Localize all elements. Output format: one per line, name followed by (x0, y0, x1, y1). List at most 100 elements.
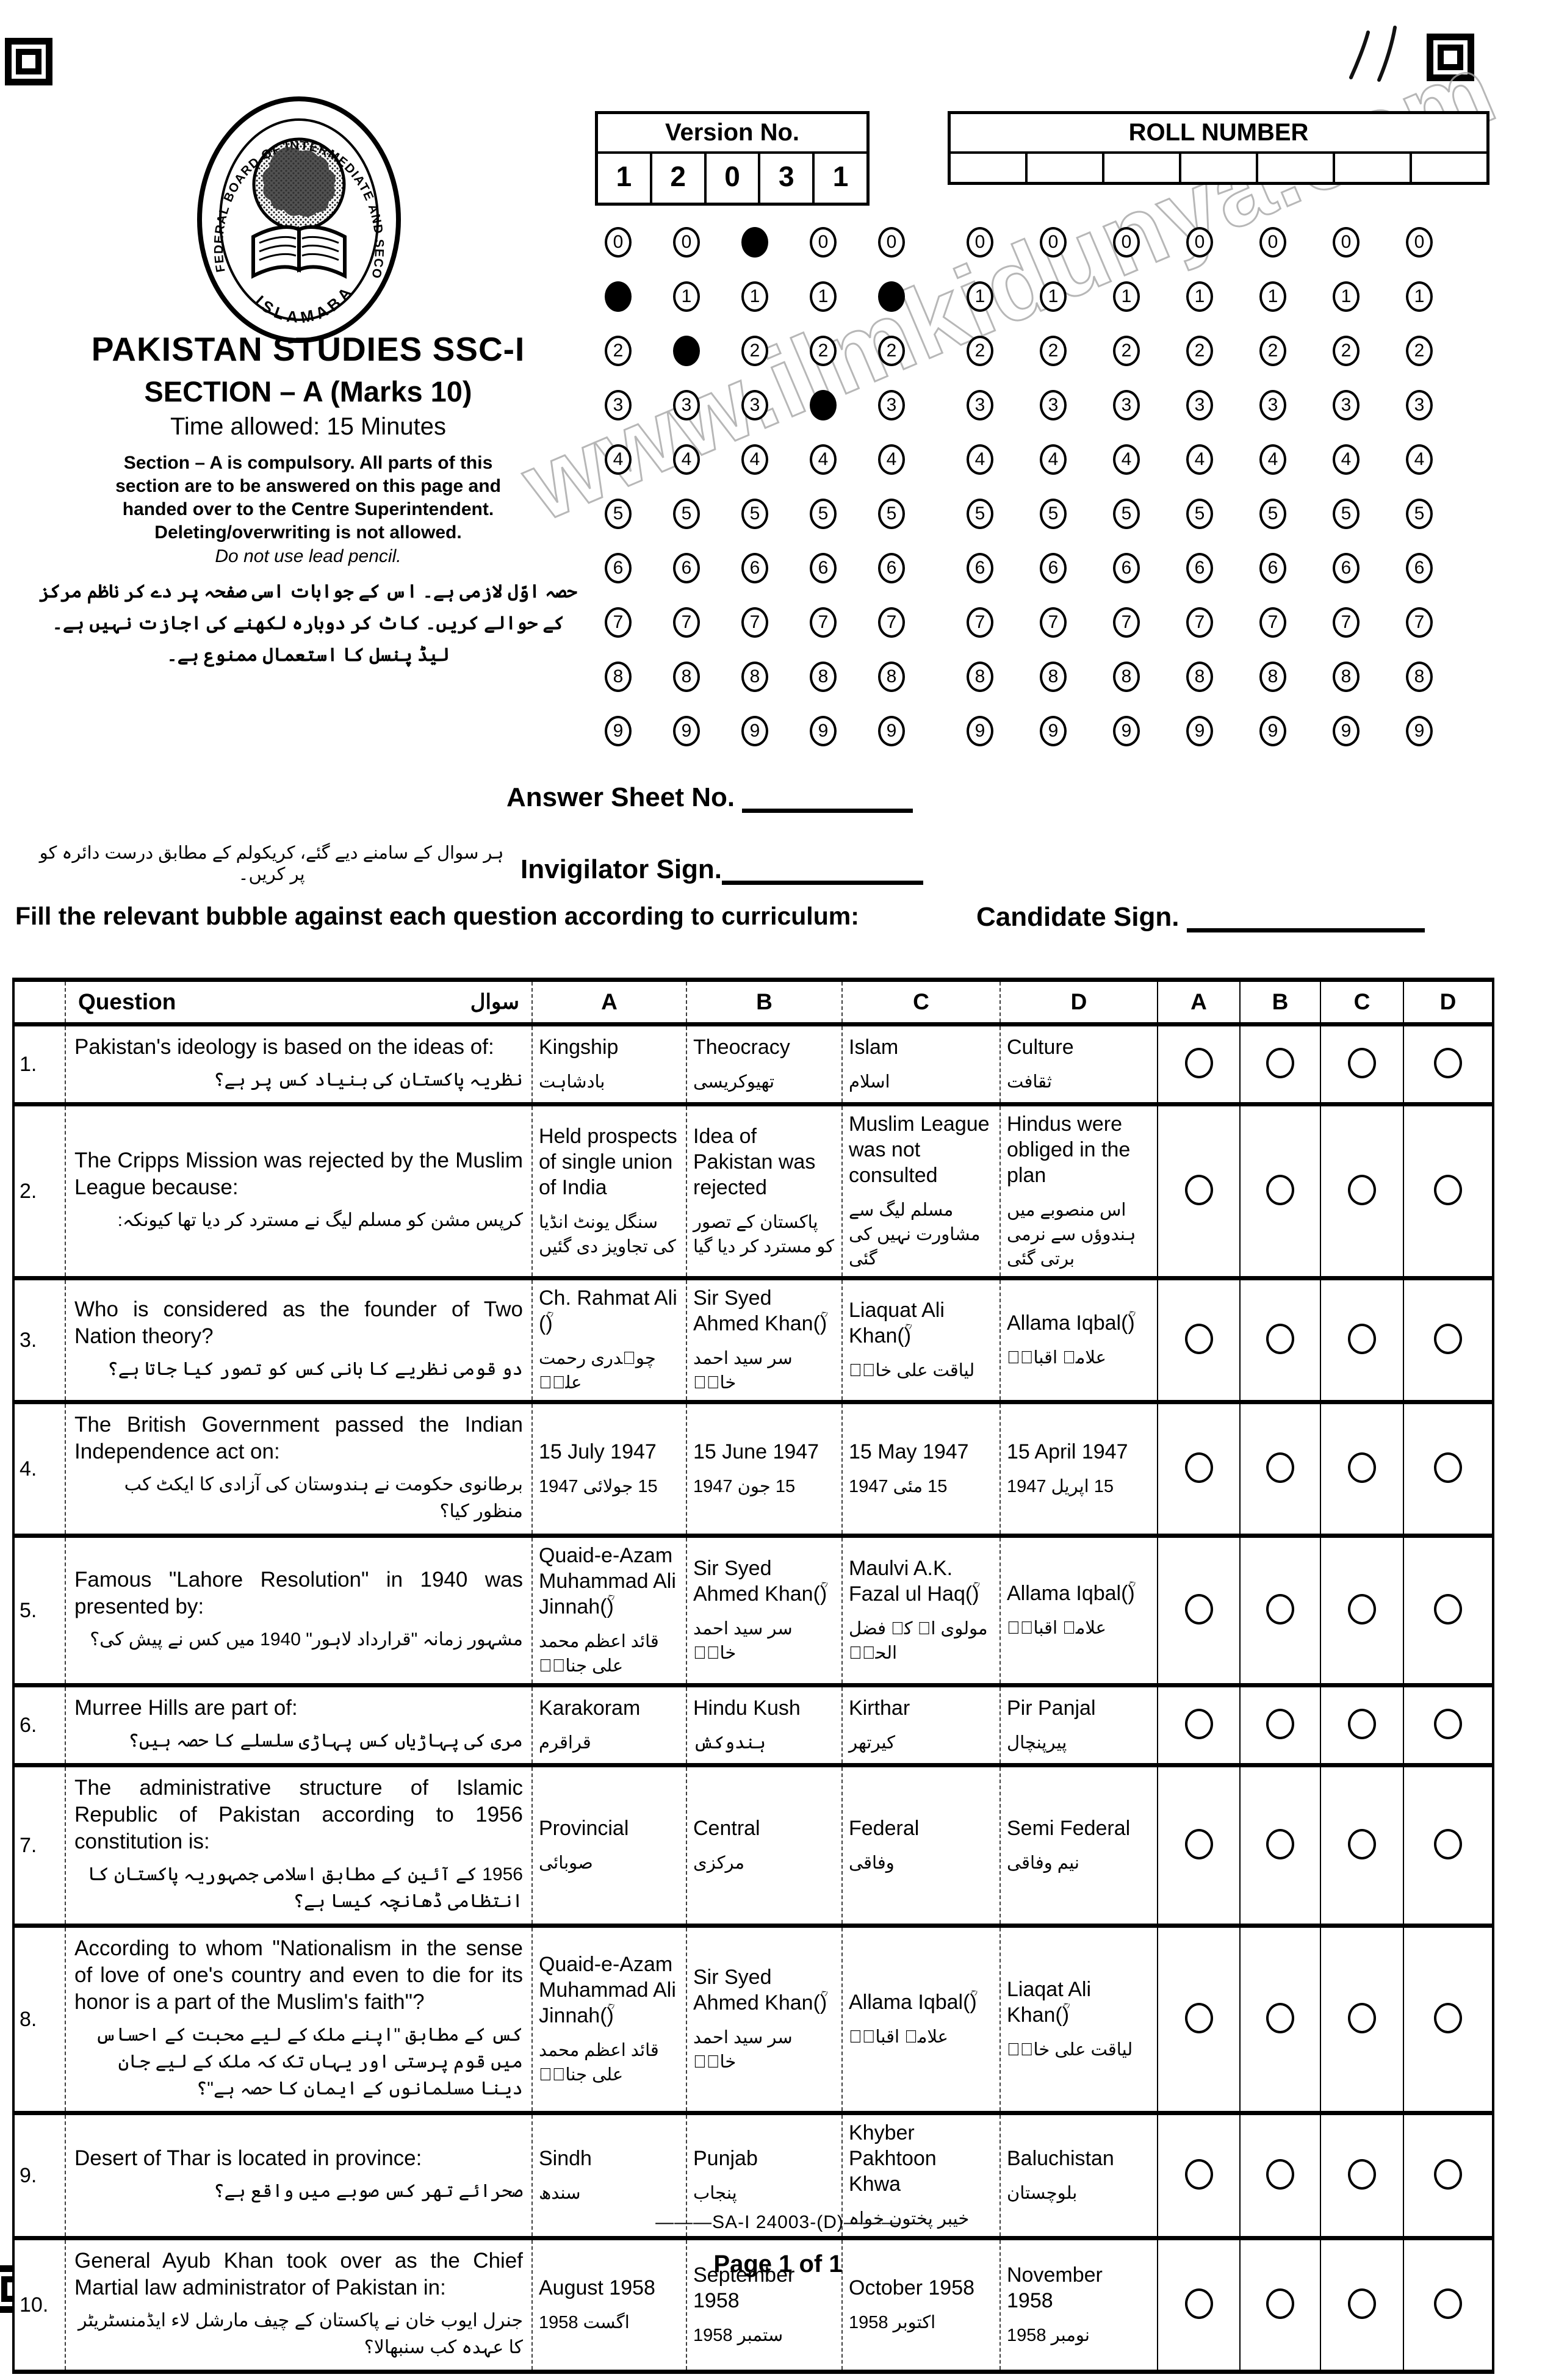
roll-bubble-col6-digit-6[interactable]: 6 (1333, 552, 1360, 583)
answer-bubble-C[interactable] (1348, 1708, 1376, 1739)
roll-bubble-col3-digit-6[interactable]: 6 (1113, 552, 1140, 583)
roll-bubble-col7-digit-9[interactable]: 9 (1406, 715, 1433, 746)
version-bubble-col3-digit-2[interactable]: 2 (741, 335, 768, 366)
roll-bubble-col5-digit-3[interactable]: 3 (1259, 389, 1286, 420)
answer-bubble-D[interactable] (1434, 2002, 1462, 2033)
roll-digit-box-2[interactable] (1028, 154, 1104, 182)
version-bubble-col2-digit-3[interactable]: 3 (673, 389, 700, 420)
roll-bubble-col6-digit-5[interactable]: 5 (1333, 498, 1360, 529)
roll-bubble-col2-digit-4[interactable]: 4 (1040, 444, 1067, 475)
version-bubble-col5-digit-1[interactable]: 1 (878, 281, 905, 312)
invigilator-sign-field[interactable] (722, 860, 924, 885)
version-bubble-col1-digit-4[interactable]: 4 (605, 444, 632, 475)
version-bubble-col1-digit-0[interactable]: 0 (605, 226, 632, 258)
roll-bubble-col4-digit-7[interactable]: 7 (1186, 607, 1213, 638)
version-bubble-col2-digit-9[interactable]: 9 (673, 715, 700, 746)
answer-bubble-C[interactable] (1348, 1174, 1376, 1205)
version-bubble-col1-digit-6[interactable]: 6 (605, 552, 632, 583)
roll-bubble-col2-digit-2[interactable]: 2 (1040, 335, 1067, 366)
version-bubble-col4-digit-4[interactable]: 4 (810, 444, 837, 475)
version-bubble-col4-digit-7[interactable]: 7 (810, 607, 837, 638)
roll-bubble-col5-digit-5[interactable]: 5 (1259, 498, 1286, 529)
roll-bubble-col2-digit-0[interactable]: 0 (1040, 226, 1067, 258)
roll-bubble-col5-digit-2[interactable]: 2 (1259, 335, 1286, 366)
version-bubble-col3-digit-5[interactable]: 5 (741, 498, 768, 529)
roll-bubble-col3-digit-2[interactable]: 2 (1113, 335, 1140, 366)
version-bubble-col4-digit-9[interactable]: 9 (810, 715, 837, 746)
answer-bubble-A[interactable] (1184, 1323, 1213, 1354)
roll-bubble-col3-digit-8[interactable]: 8 (1113, 661, 1140, 692)
roll-bubble-col1-digit-0[interactable]: 0 (967, 226, 993, 258)
roll-bubble-col3-digit-9[interactable]: 9 (1113, 715, 1140, 746)
version-bubble-col1-digit-7[interactable]: 7 (605, 607, 632, 638)
answer-bubble-D[interactable] (1434, 1452, 1462, 1483)
roll-bubble-col1-digit-7[interactable]: 7 (967, 607, 993, 638)
roll-bubble-col7-digit-2[interactable]: 2 (1406, 335, 1433, 366)
version-bubble-col2-digit-5[interactable]: 5 (673, 498, 700, 529)
version-bubble-col5-digit-7[interactable]: 7 (878, 607, 905, 638)
roll-bubble-col5-digit-1[interactable]: 1 (1259, 281, 1286, 312)
roll-bubble-col4-digit-3[interactable]: 3 (1186, 389, 1213, 420)
answer-bubble-D[interactable] (1434, 1708, 1462, 1739)
answer-bubble-C[interactable] (1348, 1323, 1376, 1354)
roll-bubble-col6-digit-0[interactable]: 0 (1333, 226, 1360, 258)
roll-bubble-col4-digit-5[interactable]: 5 (1186, 498, 1213, 529)
roll-bubble-col6-digit-7[interactable]: 7 (1333, 607, 1360, 638)
version-bubble-col5-digit-8[interactable]: 8 (878, 661, 905, 692)
roll-bubble-col5-digit-0[interactable]: 0 (1259, 226, 1286, 258)
roll-bubble-col2-digit-6[interactable]: 6 (1040, 552, 1067, 583)
roll-bubble-col4-digit-2[interactable]: 2 (1186, 335, 1213, 366)
answer-bubble-A[interactable] (1184, 1174, 1213, 1205)
answer-bubble-D[interactable] (1434, 2288, 1462, 2319)
answer-bubble-B[interactable] (1266, 2288, 1294, 2319)
roll-digit-box-7[interactable] (1412, 154, 1486, 182)
version-bubble-col5-digit-5[interactable]: 5 (878, 498, 905, 529)
roll-bubble-col4-digit-9[interactable]: 9 (1186, 715, 1213, 746)
version-bubble-col3-digit-3[interactable]: 3 (741, 389, 768, 420)
roll-bubble-col2-digit-9[interactable]: 9 (1040, 715, 1067, 746)
version-bubble-col2-digit-8[interactable]: 8 (673, 661, 700, 692)
version-bubble-col4-digit-2[interactable]: 2 (810, 335, 837, 366)
roll-bubble-col7-digit-0[interactable]: 0 (1406, 226, 1433, 258)
roll-digit-box-6[interactable] (1335, 154, 1412, 182)
answer-sheet-no-field[interactable] (742, 788, 913, 813)
roll-bubble-col5-digit-9[interactable]: 9 (1259, 715, 1286, 746)
roll-bubble-col7-digit-1[interactable]: 1 (1406, 281, 1433, 312)
answer-bubble-A[interactable] (1184, 1708, 1213, 1739)
answer-bubble-D[interactable] (1434, 1174, 1462, 1205)
roll-digit-box-5[interactable] (1258, 154, 1335, 182)
version-bubble-col2-digit-6[interactable]: 6 (673, 552, 700, 583)
version-bubble-col1-digit-8[interactable]: 8 (605, 661, 632, 692)
version-bubble-col3-digit-8[interactable]: 8 (741, 661, 768, 692)
answer-bubble-B[interactable] (1266, 1047, 1294, 1078)
roll-bubble-col6-digit-2[interactable]: 2 (1333, 335, 1360, 366)
version-bubble-col5-digit-3[interactable]: 3 (878, 389, 905, 420)
version-bubble-col1-digit-1[interactable]: 1 (605, 281, 632, 312)
version-bubble-col4-digit-6[interactable]: 6 (810, 552, 837, 583)
roll-bubble-col1-digit-9[interactable]: 9 (967, 715, 993, 746)
answer-bubble-A[interactable] (1184, 2288, 1213, 2319)
roll-bubble-col5-digit-4[interactable]: 4 (1259, 444, 1286, 475)
roll-bubble-col6-digit-3[interactable]: 3 (1333, 389, 1360, 420)
answer-bubble-C[interactable] (1348, 1828, 1376, 1859)
version-bubble-col2-digit-2[interactable]: 2 (673, 335, 700, 366)
answer-bubble-B[interactable] (1266, 2002, 1294, 2033)
answer-bubble-A[interactable] (1184, 1593, 1213, 1625)
roll-bubble-col4-digit-1[interactable]: 1 (1186, 281, 1213, 312)
answer-bubble-C[interactable] (1348, 2002, 1376, 2033)
roll-bubble-col5-digit-7[interactable]: 7 (1259, 607, 1286, 638)
answer-bubble-C[interactable] (1348, 1047, 1376, 1078)
version-bubble-col4-digit-1[interactable]: 1 (810, 281, 837, 312)
roll-bubble-col3-digit-0[interactable]: 0 (1113, 226, 1140, 258)
version-bubble-col2-digit-7[interactable]: 7 (673, 607, 700, 638)
roll-bubble-col7-digit-3[interactable]: 3 (1406, 389, 1433, 420)
roll-bubble-col7-digit-5[interactable]: 5 (1406, 498, 1433, 529)
answer-bubble-B[interactable] (1266, 1593, 1294, 1625)
roll-bubble-col2-digit-7[interactable]: 7 (1040, 607, 1067, 638)
version-bubble-col1-digit-2[interactable]: 2 (605, 335, 632, 366)
roll-bubble-col1-digit-6[interactable]: 6 (967, 552, 993, 583)
roll-bubble-col2-digit-1[interactable]: 1 (1040, 281, 1067, 312)
version-bubble-col4-digit-3[interactable]: 3 (810, 389, 837, 420)
answer-bubble-B[interactable] (1266, 1452, 1294, 1483)
answer-bubble-B[interactable] (1266, 1174, 1294, 1205)
